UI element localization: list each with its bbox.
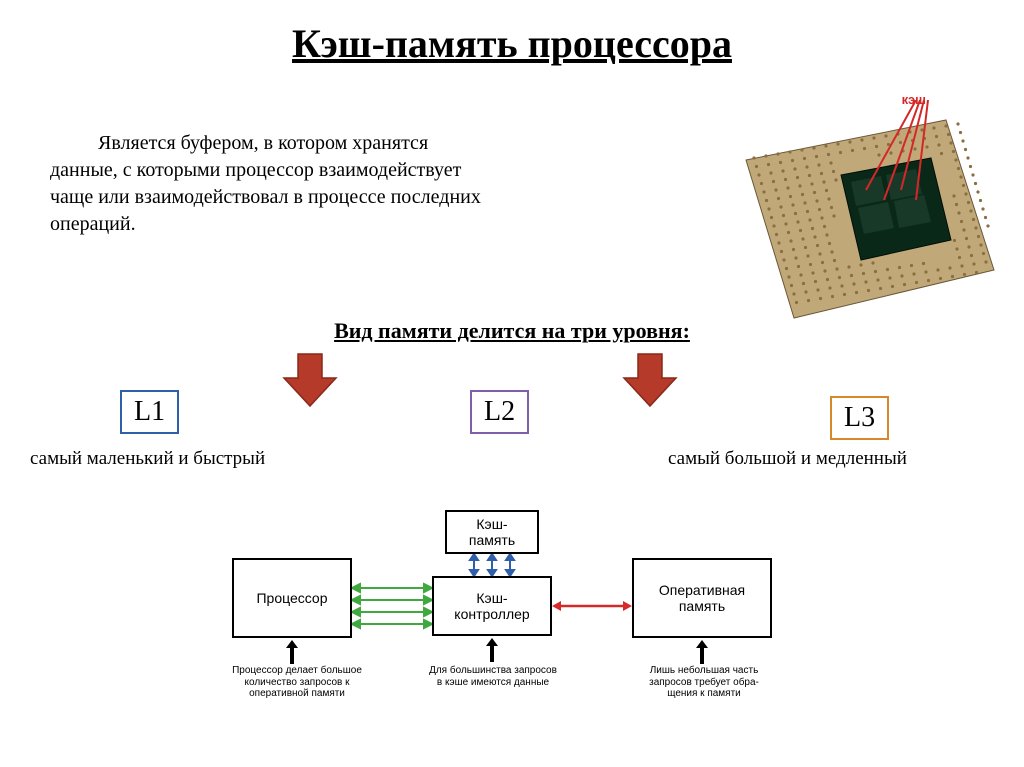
box-processor: Процессор: [232, 558, 352, 638]
intro-paragraph: Является буфером, в котором хранятся дан…: [50, 130, 490, 238]
arrow-cache-ram: [552, 598, 632, 614]
cache-flow-diagram: Процессор Кэш- память Кэш- контроллер Оп…: [232, 510, 792, 750]
caption-processor: Процессор делает большое количество запр…: [222, 665, 372, 700]
levels-subtitle: Вид памяти делится на три уровня:: [0, 318, 1024, 344]
level-l3-box: L3: [830, 396, 889, 440]
level-l1-caption: самый маленький и быстрый: [30, 448, 265, 470]
box-cache-memory: Кэш- память: [445, 510, 539, 554]
caption-cache-ctrl: Для большинства запросов в кэше имеются …: [428, 665, 558, 688]
arrows-cache-cache: [464, 554, 520, 576]
level-l1-box: L1: [120, 390, 179, 434]
page-title: Кэш-память процессора: [0, 0, 1024, 67]
cpu-cache-label: кэш: [902, 92, 926, 107]
box-cache-controller: Кэш- контроллер: [432, 576, 552, 636]
level-l3-caption: самый большой и медленный: [668, 448, 907, 470]
caption-arrow-2: [484, 638, 500, 662]
level-l2-box: L2: [470, 390, 529, 434]
arrow-down-1: [280, 352, 340, 408]
cpu-illustration: кэш: [736, 100, 996, 330]
box-ram: Оперативная память: [632, 558, 772, 638]
arrows-processor-cache: [352, 582, 432, 632]
caption-arrow-1: [284, 640, 300, 664]
caption-arrow-3: [694, 640, 710, 664]
cpu-svg: [736, 100, 996, 330]
arrow-down-2: [620, 352, 680, 408]
caption-ram: Лишь небольшая часть запросов требует об…: [634, 665, 774, 700]
